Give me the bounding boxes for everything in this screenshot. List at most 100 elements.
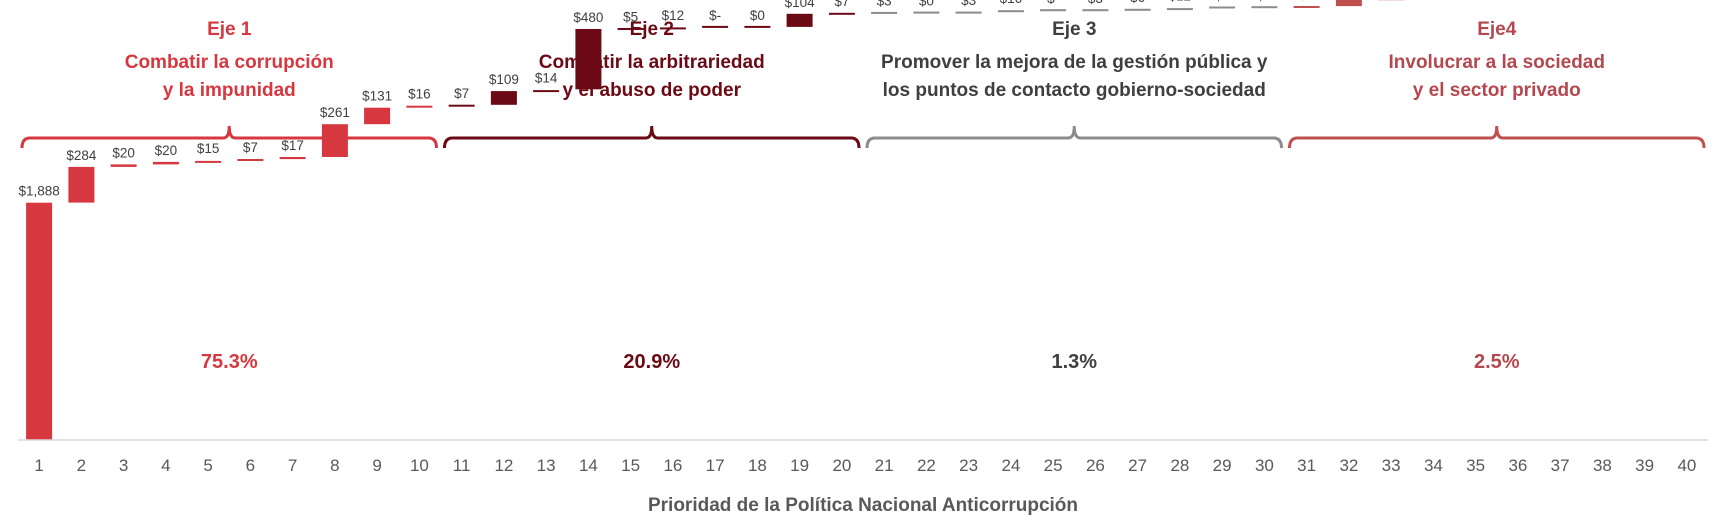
bar-value-label-9: $131 — [362, 89, 392, 104]
eje-1-share: 75.3% — [201, 351, 258, 373]
bar-value-label-14: $480 — [573, 10, 603, 25]
eje-3-share: 1.3% — [1051, 351, 1097, 373]
bar-value-label-2: $284 — [66, 148, 97, 163]
x-tick-label-27: 27 — [1128, 456, 1147, 475]
bar-value-label-6: $7 — [243, 140, 258, 155]
bar-24 — [997, 10, 1024, 13]
eje-brackets — [20, 125, 1706, 149]
eje-titles: Eje 1 Combatir la corrupción y la impunida… — [125, 19, 1605, 101]
bar-30 — [1251, 6, 1278, 9]
x-tick-label-6: 6 — [246, 456, 255, 475]
eje-1-subtitle-line-1: Combatir la corrupción — [125, 52, 334, 73]
x-tick-label-30: 30 — [1255, 456, 1274, 475]
bracket-eje-2 — [443, 125, 861, 149]
bar-21 — [871, 11, 898, 14]
bar-value-label-18: $0 — [750, 8, 765, 23]
x-tick-label-15: 15 — [621, 456, 640, 475]
bar-18 — [744, 25, 771, 28]
bar-value-label-4: $20 — [155, 143, 178, 158]
eje-4-subtitle-line-1: Involucrar a la sociedad — [1389, 52, 1605, 73]
bar-value-label-1: $1,888 — [18, 184, 59, 199]
x-tick-label-23: 23 — [959, 456, 978, 475]
x-tick-label-3: 3 — [119, 456, 128, 475]
eje-2-share: 20.9% — [623, 351, 680, 373]
eje-2-name: Eje 2 — [630, 19, 674, 40]
bar-7 — [279, 157, 306, 160]
bar-value-label-20: $7 — [834, 0, 849, 9]
x-tick-label-33: 33 — [1382, 456, 1401, 475]
eje-4-name: Eje4 — [1477, 19, 1517, 40]
x-tick-label-11: 11 — [453, 456, 471, 475]
bar-17 — [702, 25, 729, 28]
bar-31 — [1293, 6, 1320, 8]
bar-26 — [1082, 9, 1109, 12]
bar-25 — [1040, 9, 1067, 12]
bracket-eje-4 — [1288, 125, 1706, 149]
bar-13 — [533, 90, 560, 93]
x-tick-label-28: 28 — [1170, 456, 1189, 475]
x-tick-label-9: 9 — [372, 456, 381, 475]
bar-28 — [1166, 8, 1193, 11]
bar-22 — [913, 11, 940, 14]
x-tick-label-29: 29 — [1213, 456, 1232, 475]
bar-value-label-16: $12 — [662, 8, 685, 23]
bar-value-label-26: $3 — [1088, 0, 1103, 6]
bar-12 — [490, 91, 517, 105]
bar-value-label-15: $5 — [623, 9, 638, 24]
x-tick-label-31: 31 — [1297, 456, 1316, 475]
x-tick-label-40: 40 — [1677, 456, 1696, 475]
bar-29 — [1209, 6, 1236, 9]
bar-value-label-31: $7 — [1299, 0, 1314, 2]
bar-value-label-7: $17 — [281, 138, 304, 153]
bar-value-label-19: $104 — [785, 0, 816, 10]
x-tick-label-18: 18 — [748, 456, 767, 475]
bar-value-label-5: $15 — [197, 141, 220, 156]
x-tick-labels: 1 2 3 4 5 6 7 8 9 10 11 12 13 14 15 16 17 18 19 20 21 22 23 24 2… — [34, 456, 1696, 475]
x-tick-label-22: 22 — [917, 456, 936, 475]
bar-8 — [321, 124, 348, 157]
bar-10 — [406, 105, 433, 108]
bar-value-label-13: $14 — [535, 70, 558, 85]
bar-value-label-22: $0 — [919, 0, 934, 9]
eje-4-share: 2.5% — [1474, 351, 1520, 373]
bar-value-label-23: $3 — [961, 0, 976, 8]
bar-value-label-30: $1 — [1257, 0, 1272, 3]
bar-value-label-11: $7 — [454, 86, 469, 101]
bar-2 — [68, 166, 95, 203]
eje-3-subtitle-line-2: los puntos de contacto gobierno-sociedad — [883, 80, 1266, 101]
bar-value-label-28: $12 — [1169, 0, 1192, 4]
bar-5 — [195, 160, 222, 163]
eje-1-name: Eje 1 — [207, 19, 252, 40]
x-tick-label-24: 24 — [1001, 456, 1020, 475]
bar-value-label-3: $20 — [112, 145, 135, 160]
x-tick-label-25: 25 — [1044, 456, 1063, 475]
bracket-eje-3 — [865, 125, 1283, 149]
x-tick-label-36: 36 — [1508, 456, 1527, 475]
x-tick-label-5: 5 — [203, 456, 212, 475]
bar-20 — [828, 12, 855, 15]
eje-2-subtitle-line-2: y el abuso de poder — [563, 80, 742, 101]
x-tick-label-17: 17 — [706, 456, 725, 475]
x-tick-label-39: 39 — [1635, 456, 1654, 475]
x-tick-label-2: 2 — [77, 456, 86, 475]
x-tick-label-16: 16 — [663, 456, 682, 475]
x-tick-label-32: 32 — [1339, 456, 1358, 475]
bar-15 — [617, 28, 644, 30]
bar-23 — [955, 11, 982, 14]
x-tick-label-1: 1 — [34, 456, 43, 475]
eje-2-subtitle-line-1: Combatir la arbitrariedad — [539, 52, 765, 73]
bar-14 — [575, 29, 602, 90]
bar-16 — [659, 27, 686, 30]
bar-value-label-25: $- — [1047, 0, 1059, 6]
x-tick-label-12: 12 — [494, 456, 513, 475]
eje-share-labels: 75.3% 20.9% 1.3% 2.5% — [201, 351, 1520, 373]
bar-3 — [110, 164, 137, 167]
x-tick-label-10: 10 — [410, 456, 429, 475]
x-tick-label-26: 26 — [1086, 456, 1105, 475]
bars — [26, 0, 1405, 440]
x-tick-label-37: 37 — [1551, 456, 1570, 475]
bar-9 — [364, 107, 391, 125]
x-tick-label-19: 19 — [790, 456, 809, 475]
eje-1-subtitle-line-2: y la impunidad — [163, 80, 296, 101]
x-tick-label-13: 13 — [537, 456, 556, 475]
